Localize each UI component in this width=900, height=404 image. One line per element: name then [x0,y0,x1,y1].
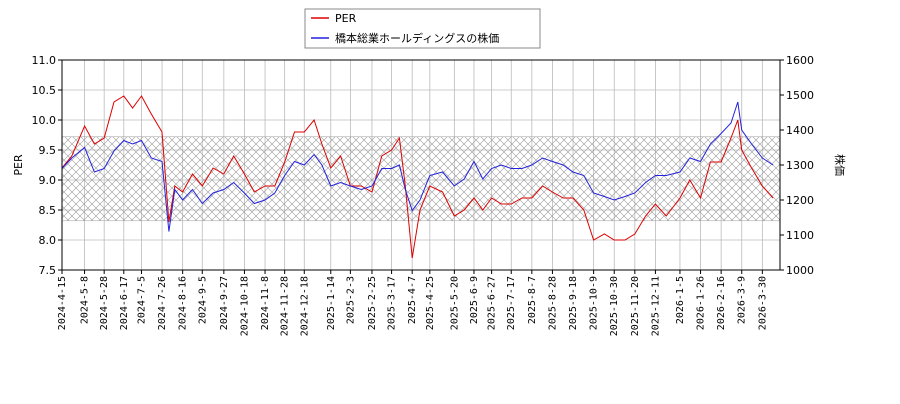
y-axis-label: PER [12,154,25,176]
y2-axis-label: 株価 [833,154,847,176]
x-tick-label: 2025-11-20 [630,276,641,336]
y2-tick-label: 1200 [786,194,814,207]
x-tick-label: 2024-8-16 [178,276,189,330]
x-tick-label: 2025-2-25 [367,276,378,330]
x-tick-label: 2024-4-15 [57,276,68,330]
x-tick-label: 2025-2-3 [345,276,356,324]
x-tick-label: 2025-5-20 [449,276,460,330]
x-tick-label: 2026-3-9 [737,276,748,324]
x-tick-label: 2025-10-30 [609,276,620,336]
x-tick-label: 2025-7-17 [506,276,517,330]
x-tick-label: 2025-10-9 [589,276,600,330]
x-tick-label: 2025-1-14 [326,276,337,330]
y-tick-label: 10.0 [32,114,57,127]
x-tick-label: 2024-9-5 [197,276,208,324]
x-tick-label: 2024-10-18 [239,276,250,336]
x-tick-label: 2025-6-9 [469,276,480,324]
y-tick-label: 10.5 [32,84,57,97]
x-tick-label: 2024-12-18 [299,276,310,336]
x-tick-label: 2025-8-28 [547,276,558,330]
x-tick-label: 2026-2-16 [716,276,727,330]
y2-tick-label: 1400 [786,124,814,137]
y2-tick-label: 1600 [786,54,814,67]
x-tick-label: 2025-3-17 [387,276,398,330]
x-tick-label: 2026-1-26 [696,276,707,330]
x-tick-label: 2024-11-8 [260,276,271,330]
y-tick-label: 11.0 [32,54,57,67]
series-line [61,101,774,232]
y-tick-label: 8.0 [39,234,57,247]
x-tick-label: 2024-9-27 [219,276,230,330]
y2-tick-label: 1300 [786,159,814,172]
x-tick-label: 2024-6-17 [119,276,130,330]
y2-tick-label: 1000 [786,264,814,277]
x-tick-label: 2025-6-27 [487,276,498,330]
x-tick-label: 2024-7-5 [136,276,147,324]
x-tick-label: 2024-5-28 [99,276,110,330]
y-tick-label: 8.5 [39,204,57,217]
y-tick-label: 7.5 [39,264,57,277]
x-tick-label: 2024-11-28 [280,276,291,336]
x-tick-label: 2025-4-25 [425,276,436,330]
x-tick-label: 2026-1-5 [675,276,686,324]
series-line [61,95,774,259]
x-tick-label: 2025-12-11 [650,276,661,336]
y2-tick-label: 1100 [786,229,814,242]
x-tick-label: 2024-7-26 [157,276,168,330]
legend-label: 橋本総業ホールディングスの株価 [335,31,499,45]
legend-label: PER [335,12,357,25]
x-tick-label: 2025-8-7 [527,276,538,324]
legend: PER 橋本総業ホールディングスの株価 [304,8,541,49]
y-tick-label: 9.0 [39,174,57,187]
x-tick-label: 2026-3-30 [757,276,768,330]
y-tick-label: 9.5 [39,144,57,157]
x-tick-label: 2025-4-7 [407,276,418,324]
legend-box [304,8,541,49]
y2-tick-label: 1500 [786,89,814,102]
x-tick-label: 2024-5-8 [80,276,91,324]
x-tick-label: 2025-9-18 [568,276,579,330]
